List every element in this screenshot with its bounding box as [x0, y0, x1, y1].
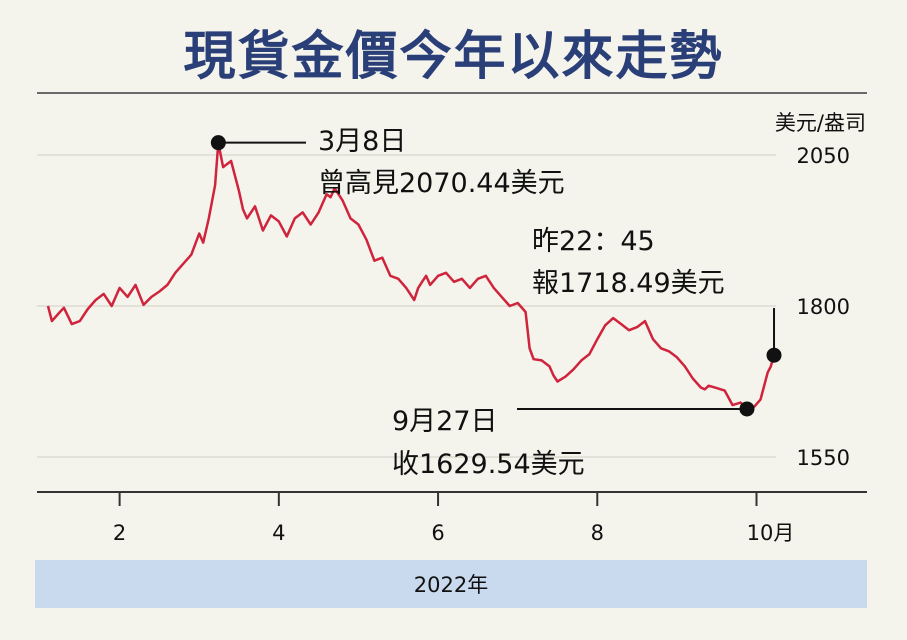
x-tick-label-4: 10月: [747, 521, 795, 545]
x-axis-ticks: 2 4 6 8 10月: [113, 492, 794, 545]
x-tick-label-3: 8: [591, 521, 604, 545]
annotation-text-1-1: 報1718.49美元: [532, 268, 725, 299]
chart-title: 現貨金價今年以來走勢: [183, 27, 724, 87]
series-line-gold-price: [46, 141, 776, 411]
x-tick-label-2: 6: [431, 521, 444, 545]
x-tick-label-0: 2: [113, 521, 126, 545]
gold-price-chart: 2 4 6 8 10月 2050 1800 1550 美元/盎司 3月8日曾高見2070.4…: [37, 111, 867, 545]
annotation-marker-1: [766, 347, 782, 363]
annotation-text-0-1: 曾高見2070.44美元: [318, 168, 565, 199]
y-axis-unit: 美元/盎司: [775, 111, 866, 135]
annotation-marker-2: [739, 401, 755, 417]
y-tick-label-1550: 1550: [797, 446, 850, 470]
x-axis-label: 2022年: [35, 560, 867, 608]
annotation-text-1-0: 昨22：45: [532, 226, 655, 257]
y-axis-ticks: 2050 1800 1550: [797, 144, 850, 470]
grid-lines: [37, 154, 776, 458]
annotation-marker-0: [210, 135, 226, 151]
annotation-text-2-0: 9月27日: [392, 406, 498, 437]
y-tick-label-2050: 2050: [797, 144, 850, 168]
x-tick-label-1: 4: [272, 521, 285, 545]
y-tick-label-1800: 1800: [797, 295, 850, 319]
title-divider: [37, 92, 867, 94]
annotation-text-2-1: 收1629.54美元: [392, 449, 585, 480]
annotation-text-0-0: 3月8日: [318, 126, 406, 157]
